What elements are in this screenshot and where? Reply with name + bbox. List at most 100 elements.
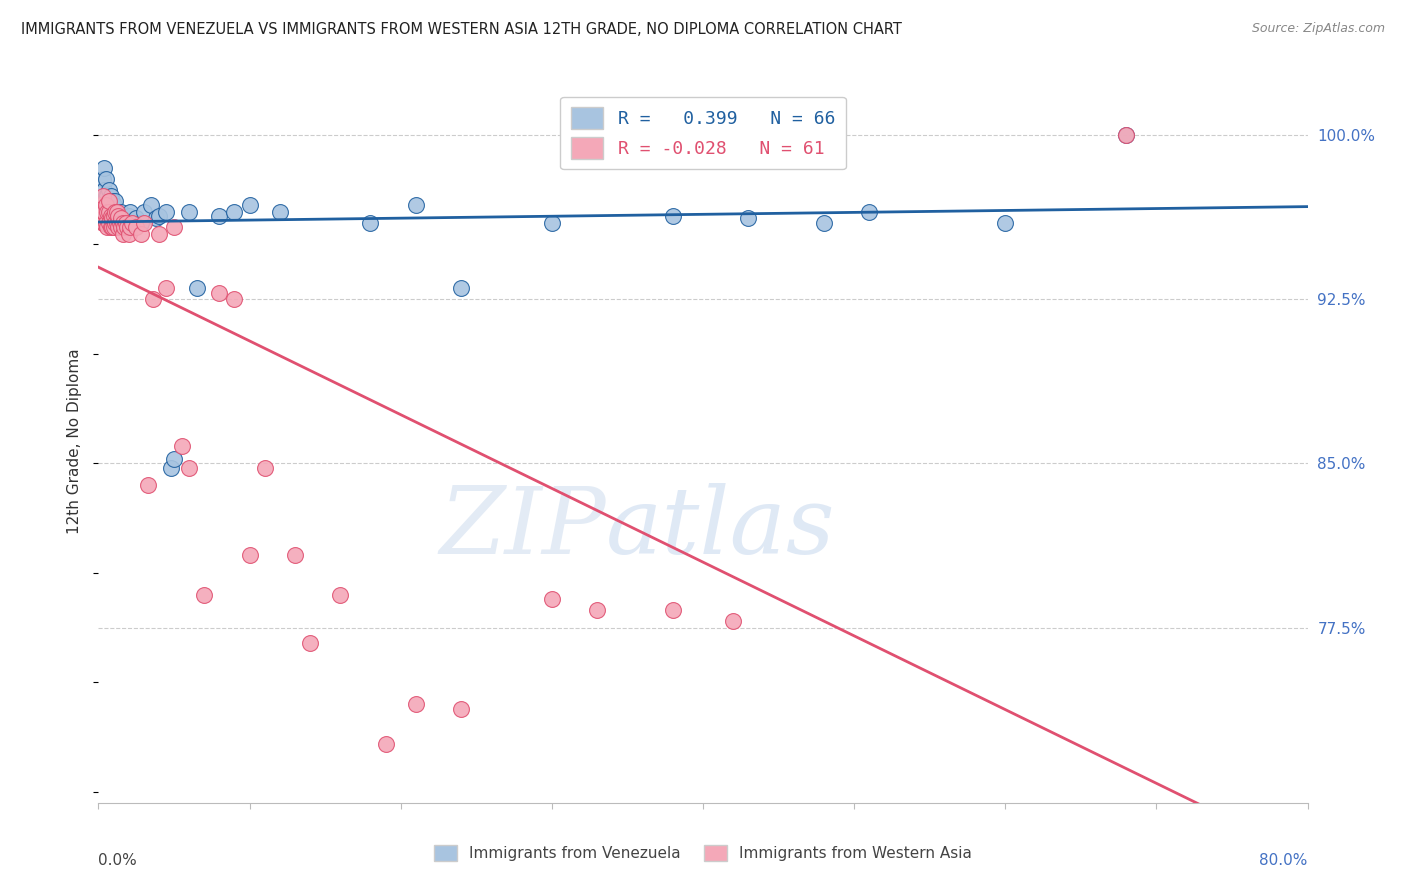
Point [114, 219, 136, 234]
Point [208, 285, 231, 300]
Point [115, 219, 138, 234]
Point [239, 549, 262, 563]
Point [179, 204, 201, 219]
Point [101, 194, 124, 208]
Point [586, 603, 609, 617]
Point [112, 219, 135, 234]
Text: IMMIGRANTS FROM VENEZUELA VS IMMIGRANTS FROM WESTERN ASIA 12TH GRADE, NO DIPLOMA: IMMIGRANTS FROM VENEZUELA VS IMMIGRANTS … [21, 22, 903, 37]
Point [155, 281, 177, 295]
Legend: Immigrants from Venezuela, Immigrants from Western Asia: Immigrants from Venezuela, Immigrants fr… [427, 839, 979, 867]
Point [141, 198, 163, 212]
Point [224, 204, 246, 219]
Text: 80.0%: 80.0% [1260, 854, 1308, 869]
Point [94, 198, 117, 212]
Point [98, 194, 121, 208]
Point [101, 204, 124, 219]
Point [111, 219, 134, 234]
Point [105, 204, 128, 219]
Point [93, 161, 115, 175]
Point [360, 216, 382, 230]
Point [101, 211, 124, 226]
Point [104, 204, 127, 219]
Point [98, 194, 121, 208]
Point [96, 204, 118, 219]
Point [100, 189, 122, 203]
Point [374, 737, 396, 751]
Point [661, 209, 683, 223]
Point [111, 216, 134, 230]
Point [253, 460, 276, 475]
Text: atlas: atlas [606, 483, 835, 574]
Point [94, 171, 117, 186]
Point [661, 603, 683, 617]
Point [103, 219, 125, 234]
Point [96, 216, 118, 230]
Point [120, 219, 142, 234]
Point [121, 216, 143, 230]
Point [269, 204, 291, 219]
Point [125, 211, 148, 226]
Point [148, 227, 170, 241]
Point [284, 549, 307, 563]
Point [129, 227, 152, 241]
Point [98, 183, 121, 197]
Point [110, 219, 132, 234]
Point [105, 216, 128, 230]
Point [91, 216, 114, 230]
Point [104, 216, 127, 230]
Point [94, 189, 117, 203]
Point [132, 204, 155, 219]
Point [93, 204, 115, 219]
Point [98, 216, 121, 230]
Point [104, 194, 127, 208]
Point [103, 198, 125, 212]
Point [103, 219, 125, 234]
Point [540, 592, 562, 607]
Point [112, 216, 135, 230]
Point [105, 216, 128, 230]
Point [98, 204, 121, 219]
Point [107, 209, 129, 223]
Point [145, 211, 167, 226]
Point [108, 216, 131, 230]
Point [118, 227, 141, 241]
Point [450, 281, 472, 295]
Point [104, 204, 127, 219]
Point [120, 204, 142, 219]
Point [118, 209, 141, 223]
Point [107, 219, 129, 234]
Point [96, 219, 118, 234]
Point [90, 198, 112, 212]
Point [723, 614, 745, 628]
Point [994, 216, 1017, 230]
Point [105, 204, 128, 219]
Point [170, 439, 193, 453]
Point [103, 209, 125, 223]
Point [450, 701, 472, 715]
Point [858, 204, 880, 219]
Point [114, 216, 136, 230]
Point [148, 209, 170, 223]
Point [107, 219, 129, 234]
Point [90, 194, 112, 208]
Point [163, 452, 186, 467]
Point [98, 204, 121, 219]
Point [93, 216, 115, 230]
Point [110, 216, 132, 230]
Point [96, 189, 118, 203]
Point [136, 478, 159, 492]
Point [540, 216, 562, 230]
Point [299, 636, 322, 650]
Point [100, 198, 122, 212]
Point [100, 219, 122, 234]
Point [132, 216, 155, 230]
Text: 0.0%: 0.0% [98, 854, 138, 869]
Point [224, 292, 246, 306]
Point [108, 209, 131, 223]
Text: Source: ZipAtlas.com: Source: ZipAtlas.com [1251, 22, 1385, 36]
Point [121, 216, 143, 230]
Point [100, 216, 122, 230]
Point [91, 171, 114, 186]
Point [94, 216, 117, 230]
Point [104, 216, 127, 230]
